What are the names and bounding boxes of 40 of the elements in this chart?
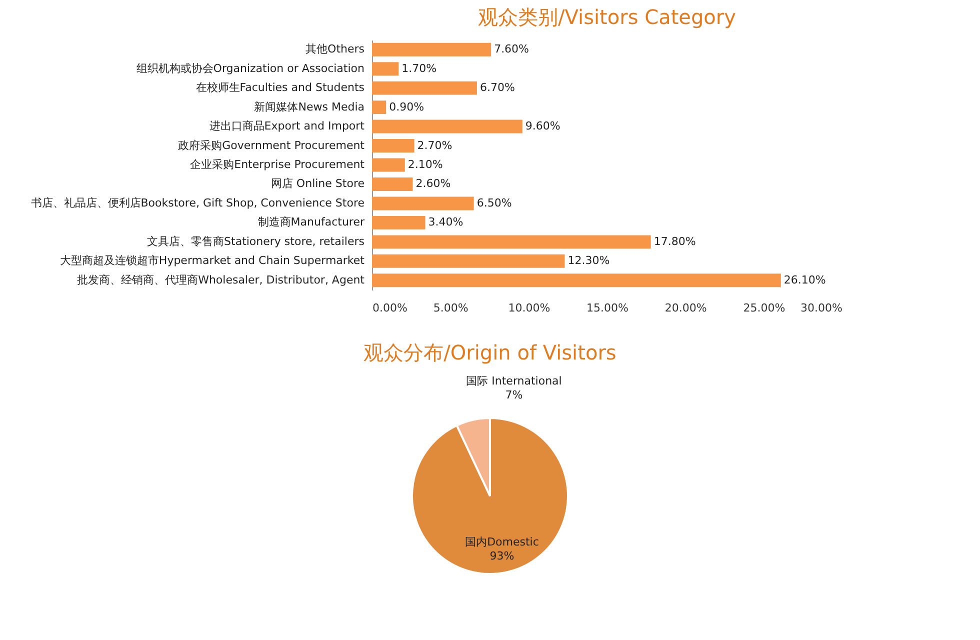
y-tick-label: 网店 Online Store — [270, 177, 365, 190]
data-label: 26.10% — [784, 273, 826, 286]
y-tick-label: 企业采购Enterprise Procurement — [190, 158, 366, 171]
data-label: 93% — [490, 550, 514, 563]
data-label: 7% — [505, 388, 523, 402]
data-label: 6.50% — [476, 196, 512, 210]
y-tick-label: 新闻媒体News Media — [254, 100, 364, 114]
y-tick-label: 制造商Manufacturer — [258, 216, 365, 229]
data-label: 2.60% — [416, 177, 451, 190]
data-label: 2.10% — [408, 158, 443, 171]
data-label: 12.30% — [568, 254, 610, 268]
data-label: 6.70% — [480, 81, 515, 94]
data-label: 7.60% — [494, 42, 530, 56]
chart-title: 观众类别/Visitors Category — [478, 5, 736, 29]
slice-label: 国际 International — [466, 374, 562, 388]
data-label: 17.80% — [654, 234, 696, 248]
y-tick-label: 其他Others — [306, 42, 365, 56]
slice-label: 国内Domestic — [465, 536, 539, 549]
x-tick-label: 0.00% — [372, 302, 408, 314]
y-tick-label: 大型商超及连锁超市Hypermarket and Chain Supermarket — [60, 254, 366, 268]
y-tick-label: 政府采购Government Procurement — [178, 138, 366, 152]
x-tick-label: 20.00% — [664, 302, 707, 314]
data-label: 2.70% — [417, 138, 452, 152]
x-tick-label: 15.00% — [586, 302, 628, 314]
y-tick-label: 批发商、经销商、代理商Wholesaler, Distributor, Agent — [77, 273, 366, 286]
y-tick-label: 在校师生Faculties and Students — [196, 81, 365, 94]
y-tick-label: 组织机构或协会Organization or Association — [136, 62, 365, 75]
y-tick-label: 书店、礼品店、便利店Bookstore, Gift Shop, Convenience Store — [30, 196, 365, 210]
y-tick-label: 文具店、零售商Stationery store, retailers — [147, 234, 365, 248]
x-tick-label: 30.00% — [800, 302, 842, 314]
y-tick-label: 进出口商品Export and Import — [209, 120, 366, 133]
x-tick-label: 25.00% — [743, 302, 786, 314]
x-tick-label: 5.00% — [433, 302, 468, 314]
data-label: 9.60% — [525, 120, 560, 133]
x-tick-label: 10.00% — [508, 302, 550, 314]
data-label: 3.40% — [428, 216, 464, 229]
chart-title: 观众分布/Origin of Visitors — [364, 340, 616, 365]
data-label: 0.90% — [389, 100, 424, 114]
pie-slice — [411, 417, 569, 575]
data-label: 1.70% — [402, 62, 437, 75]
